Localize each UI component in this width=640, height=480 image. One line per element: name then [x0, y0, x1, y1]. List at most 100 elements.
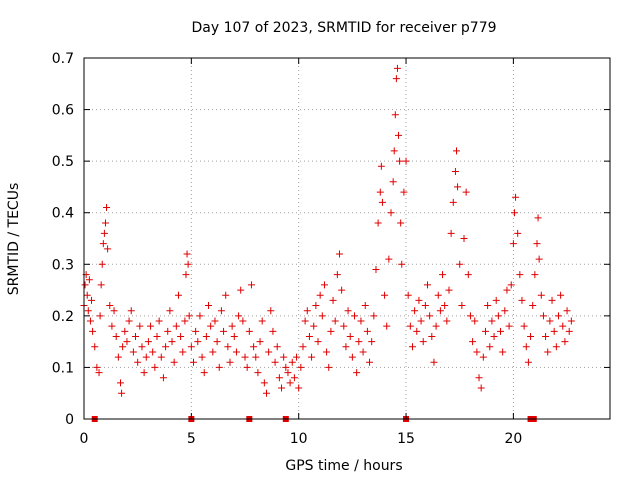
data-point	[359, 348, 367, 356]
data-point	[177, 332, 185, 340]
data-point	[520, 322, 528, 330]
data-point	[565, 327, 573, 335]
data-point	[507, 281, 515, 289]
data-point	[451, 167, 459, 175]
data-marks	[80, 64, 575, 397]
data-point	[443, 317, 451, 325]
data-point	[333, 271, 341, 279]
data-point	[529, 302, 537, 310]
data-point	[514, 229, 522, 237]
data-point	[85, 276, 93, 284]
data-point	[125, 317, 133, 325]
data-point	[269, 327, 277, 335]
data-point	[320, 281, 328, 289]
data-point	[329, 296, 337, 304]
data-point	[235, 312, 243, 320]
data-point	[534, 214, 542, 222]
y-tick-label: 0.4	[52, 206, 74, 222]
data-point	[243, 363, 251, 371]
data-point	[563, 307, 571, 315]
data-point	[426, 312, 434, 320]
x-axis-title: GPS time / hours	[285, 458, 402, 474]
data-point	[390, 147, 398, 155]
data-point	[286, 379, 294, 387]
data-point	[89, 327, 97, 335]
data-point	[187, 343, 195, 351]
y-tick-label: 0	[65, 412, 74, 428]
data-point	[348, 353, 356, 361]
data-point	[473, 348, 481, 356]
data-point	[189, 358, 197, 366]
data-point	[471, 317, 479, 325]
data-point	[355, 338, 363, 346]
data-point	[144, 338, 152, 346]
data-point	[539, 312, 547, 320]
data-point	[200, 369, 208, 377]
data-point	[361, 302, 369, 310]
data-point	[106, 302, 114, 310]
y-tick-label: 0.5	[52, 154, 74, 170]
data-point	[447, 229, 455, 237]
data-point	[162, 343, 170, 351]
data-point	[278, 384, 286, 392]
y-tick-label: 0.3	[52, 257, 74, 273]
data-point	[550, 327, 558, 335]
data-point	[262, 389, 270, 397]
data-point	[164, 327, 172, 335]
data-point	[95, 369, 103, 377]
data-point	[383, 322, 391, 330]
data-point	[211, 317, 219, 325]
data-point	[228, 322, 236, 330]
y-tick-label: 0.6	[52, 103, 74, 119]
data-point	[136, 322, 144, 330]
data-point	[368, 338, 376, 346]
data-point	[516, 271, 524, 279]
data-point	[172, 322, 180, 330]
chart-title: Day 107 of 2023, SRMTID for receiver p77…	[191, 20, 496, 36]
data-point	[537, 291, 545, 299]
data-point	[561, 338, 569, 346]
data-point	[147, 322, 155, 330]
data-point	[404, 291, 412, 299]
data-point	[342, 343, 350, 351]
data-point	[83, 291, 91, 299]
data-point	[424, 281, 432, 289]
x-tick-label: 10	[290, 431, 308, 447]
data-point	[149, 348, 157, 356]
data-point	[245, 327, 253, 335]
data-point	[205, 302, 213, 310]
data-point	[280, 353, 288, 361]
data-point	[554, 312, 562, 320]
data-point	[220, 327, 228, 335]
data-point	[497, 327, 505, 335]
data-point	[273, 343, 281, 351]
data-point	[436, 307, 444, 315]
data-point	[411, 307, 419, 315]
data-point	[510, 209, 518, 217]
data-point	[183, 250, 191, 258]
data-point	[271, 358, 279, 366]
data-point	[184, 260, 192, 268]
data-point	[232, 348, 240, 356]
data-point	[395, 131, 403, 139]
data-point	[567, 317, 575, 325]
x-tick-label: 5	[187, 431, 196, 447]
data-point	[81, 281, 89, 289]
data-point	[402, 157, 410, 165]
data-point	[454, 183, 462, 191]
data-point	[103, 204, 111, 212]
data-point	[398, 260, 406, 268]
data-point	[198, 353, 206, 361]
data-point	[385, 255, 393, 263]
data-point	[202, 332, 210, 340]
data-point	[318, 312, 326, 320]
data-point	[486, 343, 494, 351]
data-point	[381, 291, 389, 299]
data-point	[170, 358, 178, 366]
data-point	[252, 353, 260, 361]
data-point	[114, 353, 122, 361]
data-point	[250, 343, 258, 351]
data-point	[335, 250, 343, 258]
data-point	[290, 374, 298, 382]
grid	[84, 58, 610, 419]
